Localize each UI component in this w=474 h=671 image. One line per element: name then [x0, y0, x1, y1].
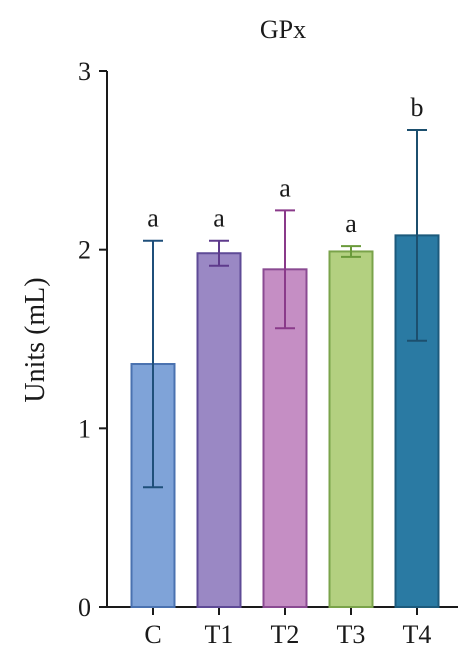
significance-label-t3: a: [345, 209, 357, 238]
y-tick-label: 0: [78, 593, 91, 622]
significance-labels: a a a a b: [147, 93, 423, 238]
x-tick-label-c: C: [144, 620, 161, 649]
x-tick-label-t3: T3: [337, 620, 366, 649]
bar-t1: [196, 252, 242, 609]
error-bars: [143, 128, 427, 489]
x-tick-label-t2: T2: [271, 620, 300, 649]
y-tick-labels: 0 1 2 3: [78, 57, 91, 622]
significance-label-t2: a: [279, 173, 291, 202]
y-tick-label: 3: [78, 57, 91, 86]
y-tick-label: 1: [78, 414, 91, 443]
y-axis-label: Units (mL): [20, 277, 51, 402]
significance-label-t4: b: [411, 93, 424, 122]
x-tick-labels: C T1 T2 T3 T4: [144, 620, 431, 649]
significance-label-c: a: [147, 204, 159, 233]
y-tick-label: 2: [78, 236, 91, 265]
bar-t3: [328, 250, 374, 608]
x-tick-label-t4: T4: [403, 620, 432, 649]
significance-label-t1: a: [213, 204, 225, 233]
chart-title: GPx: [260, 15, 306, 44]
x-tick-label-t1: T1: [205, 620, 234, 649]
